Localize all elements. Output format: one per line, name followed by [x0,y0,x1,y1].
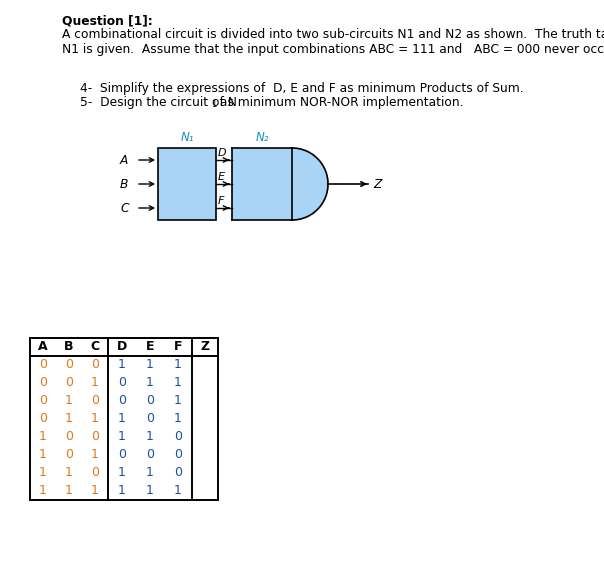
Text: C: C [91,340,100,353]
Text: 1: 1 [174,358,182,372]
Text: 1: 1 [174,394,182,408]
Text: 0: 0 [146,448,154,462]
Text: B: B [120,177,129,190]
Text: 0: 0 [146,394,154,408]
Text: 0: 0 [65,358,73,372]
Text: 0: 0 [65,376,73,390]
Text: 0: 0 [174,430,182,444]
Text: D: D [117,340,127,353]
Text: 1: 1 [91,448,99,462]
Bar [158,148,216,220]
Text: 1: 1 [211,100,216,109]
Text: 0: 0 [39,394,47,408]
Text: N1 is given.  Assume that the input combinations ABC = 111 and   ABC = 000 never: N1 is given. Assume that the input combi… [62,43,604,56]
Text: 0: 0 [118,448,126,462]
Text: 1: 1 [39,430,47,444]
Text: 1: 1 [91,484,99,498]
Text: 0: 0 [174,466,182,480]
Text: 1: 1 [39,466,47,480]
Text: 1: 1 [39,484,47,498]
Text: F: F [174,340,182,353]
Text: N₂: N₂ [255,131,269,144]
Text: 0: 0 [65,448,73,462]
Text: 1: 1 [146,466,154,480]
Text: 1: 1 [146,484,154,498]
Text: 4-  Simplify the expressions of  D, E and F as minimum Products of Sum.: 4- Simplify the expressions of D, E and … [80,82,524,95]
Bar [232,148,292,220]
Text: 1: 1 [174,412,182,426]
Text: N₁: N₁ [180,131,194,144]
Text: 0: 0 [91,358,99,372]
Text: 1: 1 [118,430,126,444]
Text: 0: 0 [91,430,99,444]
Text: 1: 1 [174,376,182,390]
Text: Z: Z [201,340,210,353]
Text: 1: 1 [65,484,73,498]
Text: 0: 0 [39,358,47,372]
Text: 1: 1 [146,376,154,390]
Text: 0: 0 [174,448,182,462]
Text: 1: 1 [91,412,99,426]
Text: 1: 1 [146,430,154,444]
Text: 1: 1 [118,484,126,498]
Text: 1: 1 [91,376,99,390]
Text: C: C [120,201,129,215]
Bar [30,338,218,500]
Text: 1: 1 [118,358,126,372]
Text: 1: 1 [65,394,73,408]
Text: A: A [120,154,129,166]
Text: A combinational circuit is divided into two sub-circuits N1 and N2 as shown.  Th: A combinational circuit is divided into … [62,28,604,41]
Text: 1: 1 [174,484,182,498]
Text: 0: 0 [91,466,99,480]
Text: E: E [218,172,225,182]
Text: 0: 0 [91,394,99,408]
Text: 1: 1 [118,466,126,480]
Text: 0: 0 [118,376,126,390]
Polygon shape [292,148,328,220]
Text: 1: 1 [146,358,154,372]
Text: 1: 1 [65,466,73,480]
Text: Question [1]:: Question [1]: [62,14,153,27]
Text: E: E [146,340,154,353]
Text: Z: Z [373,177,381,190]
Text: 0: 0 [65,430,73,444]
Text: 0: 0 [118,394,126,408]
Text: F: F [218,196,224,206]
Text: 1: 1 [118,412,126,426]
Text: B: B [64,340,74,353]
Text: D: D [218,148,226,158]
Text: 1: 1 [65,412,73,426]
Text: 0: 0 [146,412,154,426]
Text: A: A [38,340,48,353]
Text: 1: 1 [39,448,47,462]
Text: 5-  Design the circuit of N: 5- Design the circuit of N [80,96,237,109]
Text: 0: 0 [39,412,47,426]
Text: as minimum NOR-NOR implementation.: as minimum NOR-NOR implementation. [216,96,463,109]
Text: 0: 0 [39,376,47,390]
